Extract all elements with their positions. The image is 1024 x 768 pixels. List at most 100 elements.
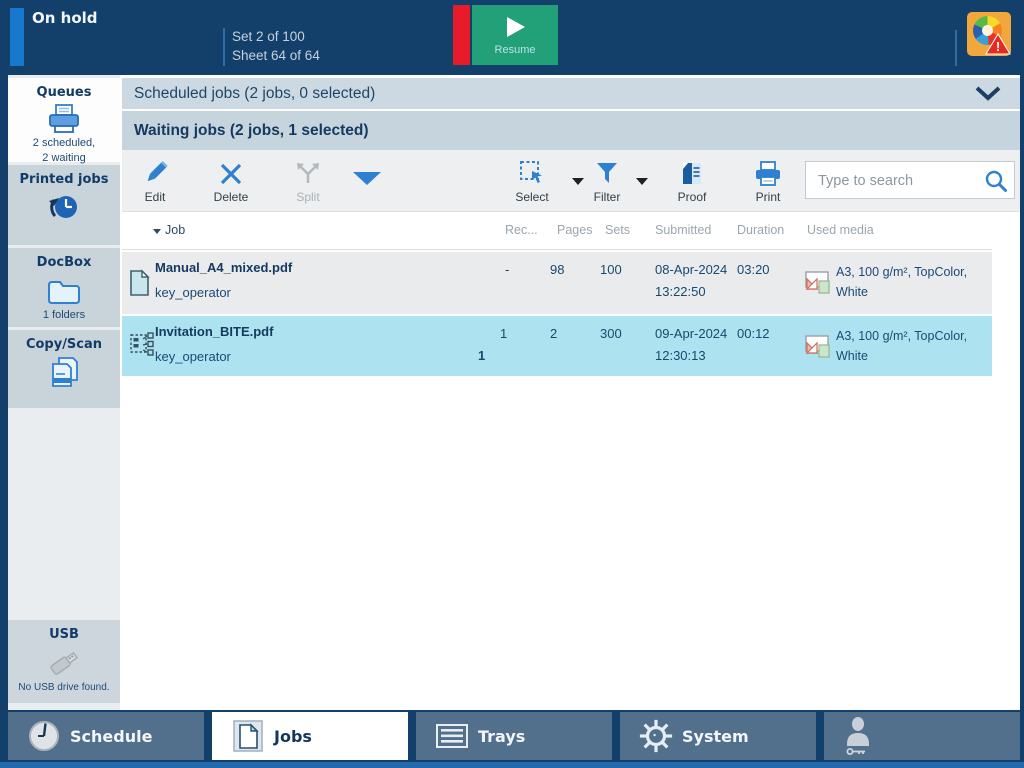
select-button[interactable]: Select [500, 155, 564, 207]
delete-label: Delete [213, 190, 249, 204]
sidebar-item-usb[interactable]: USB No USB drive found. [8, 620, 120, 703]
job-used-media: A3, 100 g/m², TopColor, White [836, 265, 968, 299]
column-header-duration[interactable]: Duration [737, 223, 785, 237]
operator-key-icon [842, 716, 878, 756]
sidebar-item-printed-jobs[interactable]: Printed jobs [8, 165, 120, 245]
job-duration: 00:12 [737, 326, 770, 341]
tab-label: Jobs [274, 726, 312, 746]
job-submitted-time: 12:30:13 [655, 348, 706, 363]
bottom-navigation: Schedule Jobs Trays [0, 710, 1024, 762]
column-header-pages[interactable]: Pages [557, 223, 593, 237]
job-pages: 98 [550, 262, 565, 277]
print-label: Print [755, 190, 781, 204]
sidebar-item-label: USB [49, 627, 79, 642]
queues-count-line2: 2 waiting [42, 152, 86, 164]
delete-button[interactable]: Delete [199, 155, 263, 207]
job-row[interactable]: Manual_A4_mixed.pdf key_operator - 98 10… [122, 252, 992, 314]
filter-caret[interactable] [636, 178, 648, 185]
attention-red-bar [453, 5, 470, 65]
set-progress: Set 2 of 100 [232, 29, 305, 44]
content-area: Queues 2 scheduled, 2 waiting Printed jo… [8, 75, 1020, 710]
tab-schedule[interactable]: Schedule [8, 712, 204, 760]
printer-icon [44, 104, 84, 134]
document-icon [230, 718, 266, 754]
sidebar: Queues 2 scheduled, 2 waiting Printed jo… [8, 75, 120, 710]
edit-button[interactable]: Edit [123, 155, 187, 207]
top-status-bar: On hold Set 2 of 100 Sheet 64 of 64 Resu… [0, 0, 1024, 75]
job-duration: 03:20 [737, 262, 770, 277]
print-button[interactable]: Print [736, 155, 800, 207]
resume-label: Resume [494, 43, 536, 56]
copy-pages-icon [45, 356, 83, 388]
tab-operator-login[interactable] [824, 712, 1020, 760]
queues-count-line1: 2 scheduled, [32, 137, 96, 149]
select-caret[interactable] [572, 178, 584, 185]
scheduled-jobs-header[interactable]: Scheduled jobs (2 jobs, 0 selected) [122, 78, 1020, 109]
job-table-header: Job Rec... Pages Sets Submitted Duration… [122, 212, 992, 250]
column-header-job[interactable]: Job [165, 223, 186, 237]
column-header-used-media[interactable]: Used media [807, 223, 874, 237]
job-submitted-date: 08-Apr-2024 [655, 262, 728, 277]
folder-icon [44, 274, 84, 306]
job-name: Manual_A4_mixed.pdf [155, 260, 293, 275]
gear-icon [638, 717, 674, 755]
waiting-jobs-header[interactable]: Waiting jobs (2 jobs, 1 selected) [122, 111, 1020, 150]
sidebar-item-label: DocBox [36, 255, 92, 270]
sidebar-item-label: Printed jobs [19, 172, 109, 187]
sidebar-item-copy-scan[interactable]: Copy/Scan [8, 330, 120, 408]
job-rec: 1 [500, 326, 508, 341]
sidebar-item-label: Queues [36, 85, 92, 100]
resume-button[interactable]: Resume [472, 5, 558, 65]
tab-trays[interactable]: Trays [416, 712, 612, 760]
media-icon [804, 334, 834, 365]
print-icon [736, 155, 800, 187]
split-label: Split [296, 190, 320, 204]
filter-label: Filter [593, 190, 621, 204]
warning-triangle-icon: ! [985, 33, 1011, 55]
edit-label: Edit [144, 190, 166, 204]
color-status-button[interactable]: ! [967, 12, 1011, 56]
filter-button[interactable]: Filter [575, 155, 639, 207]
proof-label: Proof [677, 190, 707, 204]
column-header-sets[interactable]: Sets [605, 223, 631, 237]
column-header-submitted[interactable]: Submitted [655, 223, 712, 237]
job-progress-info: Set 2 of 100 Sheet 64 of 64 [232, 27, 320, 65]
combined-job-icon [129, 331, 155, 362]
printer-status-text: On hold [32, 9, 98, 27]
sidebar-item-queues[interactable]: Queues 2 scheduled, 2 waiting [8, 78, 120, 164]
tab-label: System [682, 726, 749, 746]
select-marquee-icon [500, 155, 564, 187]
job-rec-count: 1 [478, 348, 486, 363]
document-icon [129, 269, 151, 302]
job-owner: key_operator [155, 285, 231, 300]
jobs-toolbar: Edit Delete [122, 150, 1020, 212]
search-icon[interactable] [984, 169, 1008, 193]
job-submitted-time: 13:22:50 [655, 284, 706, 299]
svg-text:!: ! [996, 39, 1000, 54]
job-rec: - [505, 262, 510, 277]
play-icon [507, 16, 525, 37]
sidebar-item-docbox[interactable]: DocBox 1 folders [8, 248, 120, 327]
proof-button[interactable]: Proof [660, 155, 724, 207]
usb-status-text: No USB drive found. [18, 682, 110, 693]
search-input[interactable] [816, 162, 980, 200]
job-submitted-date: 09-Apr-2024 [655, 326, 728, 341]
job-used-media: A3, 100 g/m², TopColor, White [836, 329, 968, 363]
status-accent-bar [10, 8, 24, 66]
topbar-divider [223, 28, 225, 66]
clock-icon [26, 719, 62, 753]
proof-document-icon [660, 155, 724, 187]
filter-funnel-icon [575, 155, 639, 187]
tab-label: Schedule [70, 726, 153, 746]
more-actions-dropdown[interactable] [353, 172, 381, 185]
usb-stick-icon [42, 646, 86, 678]
job-row-selected[interactable]: Invitation_BITE.pdf key_operator 1 1 2 3… [122, 316, 992, 376]
tab-system[interactable]: System [620, 712, 816, 760]
jobs-panel: Scheduled jobs (2 jobs, 0 selected) Wait… [122, 75, 1020, 710]
chevron-down-icon[interactable] [974, 86, 1002, 102]
job-sets: 100 [600, 262, 622, 277]
tab-jobs[interactable]: Jobs [212, 712, 408, 760]
column-header-rec[interactable]: Rec... [505, 223, 538, 237]
trays-icon [434, 721, 470, 751]
